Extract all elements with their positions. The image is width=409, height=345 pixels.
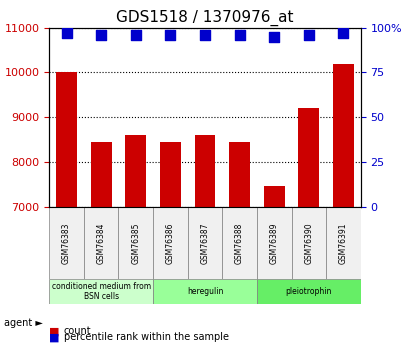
Point: [167, 32, 173, 38]
FancyBboxPatch shape: [153, 207, 187, 279]
Text: agent ►: agent ►: [4, 318, 43, 327]
Point: [63, 30, 70, 36]
Point: [339, 30, 346, 36]
Text: GSM76389: GSM76389: [269, 222, 278, 264]
FancyBboxPatch shape: [222, 207, 256, 279]
Bar: [160, 142, 180, 207]
Text: percentile rank within the sample: percentile rank within the sample: [63, 332, 228, 342]
Bar: [194, 135, 215, 207]
Bar: [298, 108, 319, 207]
FancyBboxPatch shape: [291, 207, 326, 279]
Text: conditioned medium from
BSN cells: conditioned medium from BSN cells: [52, 282, 151, 301]
Point: [270, 34, 277, 39]
Bar: [125, 135, 146, 207]
Text: GSM76383: GSM76383: [62, 222, 71, 264]
Text: GSM76391: GSM76391: [338, 222, 347, 264]
Text: GSM76386: GSM76386: [166, 222, 175, 264]
Text: GSM76387: GSM76387: [200, 222, 209, 264]
Text: GSM76385: GSM76385: [131, 222, 140, 264]
Point: [98, 32, 104, 38]
FancyBboxPatch shape: [49, 279, 153, 304]
FancyBboxPatch shape: [83, 207, 118, 279]
Point: [305, 32, 311, 38]
Text: GSM76390: GSM76390: [303, 222, 312, 264]
Bar: [90, 142, 111, 207]
FancyBboxPatch shape: [326, 207, 360, 279]
Bar: [263, 186, 284, 207]
Point: [201, 32, 208, 38]
FancyBboxPatch shape: [187, 207, 222, 279]
Text: ■: ■: [49, 332, 60, 342]
FancyBboxPatch shape: [118, 207, 153, 279]
FancyBboxPatch shape: [256, 207, 291, 279]
Bar: [229, 142, 249, 207]
FancyBboxPatch shape: [49, 207, 83, 279]
Bar: [332, 63, 353, 207]
Text: GSM76384: GSM76384: [97, 222, 106, 264]
Point: [132, 32, 139, 38]
FancyBboxPatch shape: [153, 279, 256, 304]
Text: heregulin: heregulin: [187, 287, 222, 296]
Text: count: count: [63, 326, 91, 336]
Text: pleiotrophin: pleiotrophin: [285, 287, 331, 296]
Title: GDS1518 / 1370976_at: GDS1518 / 1370976_at: [116, 10, 293, 26]
Point: [236, 32, 242, 38]
Bar: [56, 72, 77, 207]
Text: GSM76388: GSM76388: [234, 222, 243, 264]
Text: ■: ■: [49, 326, 60, 336]
FancyBboxPatch shape: [256, 279, 360, 304]
